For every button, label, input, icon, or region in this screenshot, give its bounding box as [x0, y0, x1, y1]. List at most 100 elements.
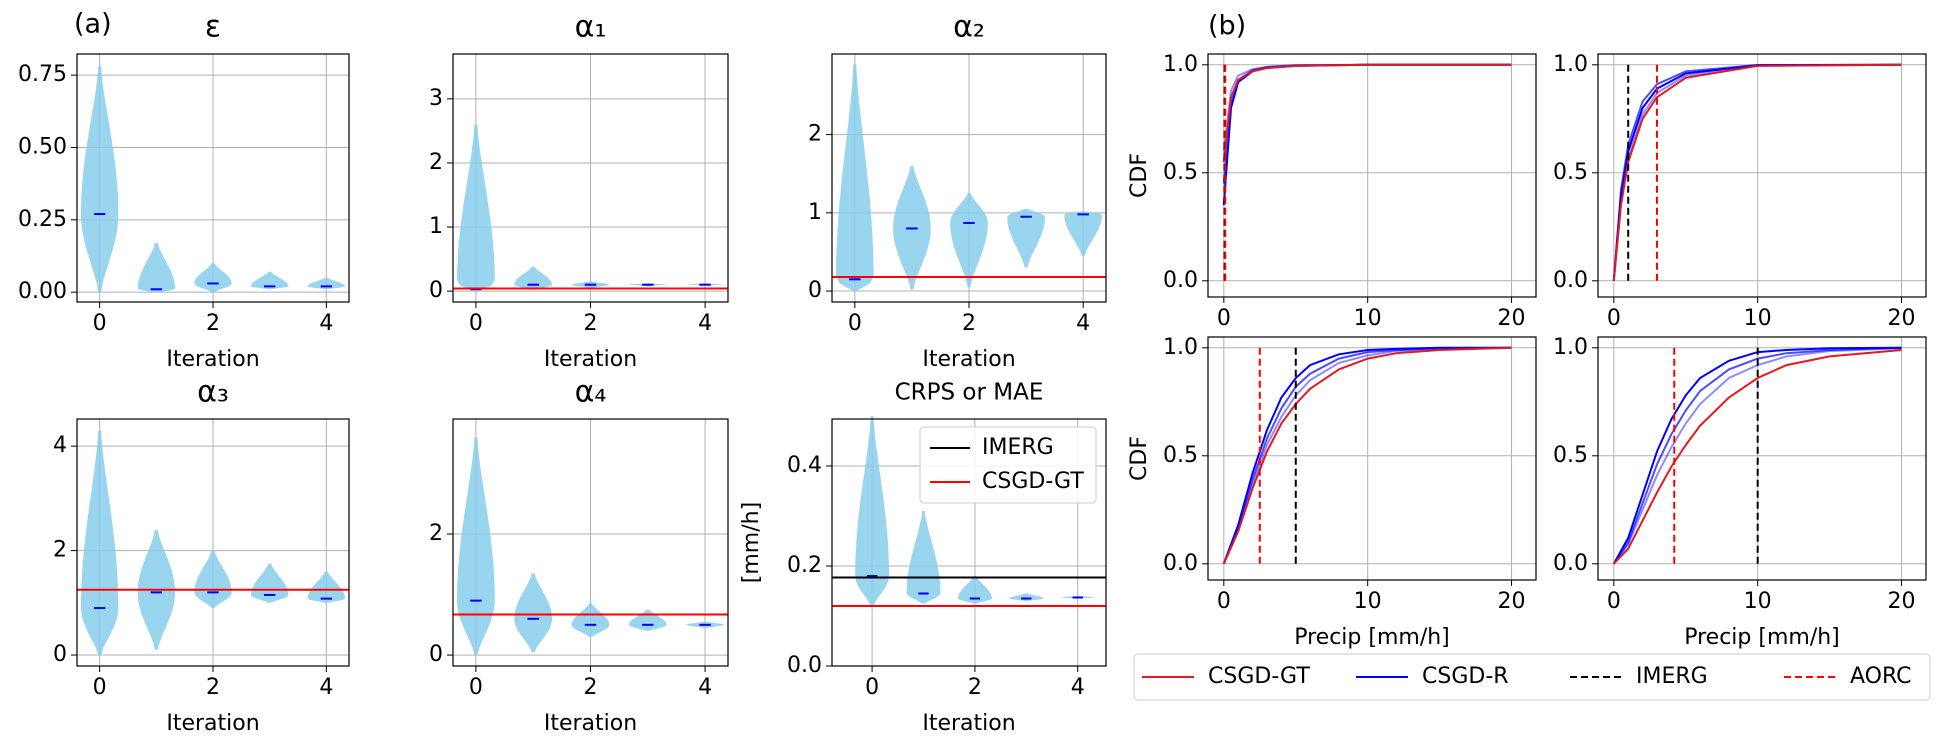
y-tick-label: 0.0 — [787, 653, 822, 678]
y-tick-label: 1.0 — [1163, 52, 1198, 77]
y-tick-label: 0.75 — [18, 62, 67, 87]
violin — [137, 243, 175, 293]
violin — [81, 66, 119, 293]
y-tick-label: 0.2 — [787, 553, 822, 578]
x-axis-label: Iteration — [922, 711, 1015, 736]
x-axis-label: Iteration — [544, 711, 637, 736]
panel-title: α₄ — [575, 375, 607, 410]
cdf-curve-gt — [1613, 349, 1902, 565]
x-tick-label: 20 — [1888, 589, 1916, 614]
cdf-curve-r — [1612, 63, 1902, 281]
axes-frame — [1597, 53, 1927, 298]
cdf-curve-r — [1222, 346, 1512, 565]
y-tick-label: 0.5 — [1553, 160, 1588, 185]
x-tick-label: 2 — [206, 675, 220, 700]
y-tick-label: 0.5 — [1553, 443, 1588, 468]
panel-label: (b) — [1208, 11, 1246, 42]
x-tick-label: 10 — [1744, 589, 1772, 614]
y-tick-label: 1.0 — [1553, 335, 1588, 360]
axes-frame — [452, 53, 729, 303]
y-tick-label: 0.0 — [1163, 268, 1198, 293]
x-tick-label: 0 — [93, 311, 107, 336]
violin — [836, 64, 874, 291]
x-tick-label: 0 — [469, 675, 483, 700]
y-tick-label: 3 — [429, 86, 443, 111]
panel-label: (a) — [74, 9, 112, 40]
y-tick-label: 2 — [429, 150, 443, 175]
y-tick-label: 0.00 — [18, 279, 67, 304]
axes-frame — [831, 418, 1107, 667]
x-tick-label: 4 — [319, 311, 333, 336]
cdf-curve-r — [1612, 346, 1902, 565]
violin — [194, 263, 232, 293]
x-tick-label: 4 — [1071, 675, 1085, 700]
cdf-curve-gt — [1222, 63, 1512, 163]
cdf-curve-r — [1612, 347, 1902, 565]
legend-label: CSGD-GT — [1208, 664, 1310, 689]
violin — [307, 277, 345, 290]
x-axis-label: Iteration — [166, 711, 259, 736]
axes-frame — [1207, 53, 1537, 298]
axes-frame — [76, 418, 350, 667]
x-tick-label: 20 — [1498, 589, 1526, 614]
y-axis-label: [mm/h] — [739, 502, 764, 583]
violin — [81, 430, 119, 655]
plot-area — [1208, 337, 1536, 580]
y-tick-label: 0.5 — [1163, 160, 1198, 185]
y-tick-label: 0 — [808, 278, 822, 303]
x-tick-label: 2 — [968, 675, 982, 700]
x-tick-label: 0 — [1607, 306, 1621, 331]
x-tick-label: 2 — [962, 311, 976, 336]
legend-label: CSGD-R — [1422, 664, 1509, 689]
violin — [194, 550, 232, 608]
axes-frame — [831, 53, 1107, 303]
x-tick-label: 4 — [698, 311, 712, 336]
panel-title: α₂ — [953, 10, 985, 45]
violin — [251, 563, 289, 603]
x-tick-label: 20 — [1888, 306, 1916, 331]
violin — [457, 124, 495, 292]
y-tick-label: 0.0 — [1163, 551, 1198, 576]
violin — [628, 609, 667, 631]
y-tick-label: 0.50 — [18, 134, 67, 159]
y-tick-label: 0.0 — [1553, 551, 1588, 576]
violin — [571, 603, 610, 637]
x-axis-label: Iteration — [544, 347, 637, 372]
x-axis-label: Iteration — [922, 347, 1015, 372]
violin — [1064, 211, 1102, 256]
panel-title: ε — [205, 10, 221, 45]
violin — [514, 266, 553, 290]
y-tick-label: 0 — [429, 278, 443, 303]
y-tick-label: 2 — [429, 521, 443, 546]
plot-area — [1208, 54, 1536, 297]
legend-label: AORC — [1850, 664, 1912, 689]
violin — [251, 271, 289, 290]
y-tick-label: 2 — [808, 122, 822, 147]
axes-frame — [452, 418, 729, 667]
x-tick-label: 4 — [319, 675, 333, 700]
cdf-curve-gt — [1222, 346, 1512, 565]
x-axis-label: Iteration — [166, 347, 259, 372]
violin — [950, 193, 988, 288]
y-tick-label: 0.25 — [18, 207, 67, 232]
y-axis-label: CDF — [1127, 153, 1152, 198]
y-tick-label: 1 — [808, 200, 822, 225]
violin — [906, 511, 941, 604]
panel-title: α₃ — [197, 375, 229, 410]
x-tick-label: 2 — [206, 311, 220, 336]
x-tick-label: 0 — [93, 675, 107, 700]
plot-area — [1598, 337, 1926, 580]
x-tick-label: 2 — [584, 311, 598, 336]
x-tick-label: 10 — [1354, 306, 1382, 331]
y-tick-label: 1.0 — [1163, 335, 1198, 360]
x-tick-label: 10 — [1744, 306, 1772, 331]
plot-area — [1598, 54, 1926, 297]
violin — [1007, 208, 1045, 268]
y-tick-label: 0.0 — [1553, 268, 1588, 293]
violin — [514, 573, 553, 653]
x-tick-label: 10 — [1354, 589, 1382, 614]
x-axis-label: Precip [mm/h] — [1294, 625, 1450, 650]
legend-label: IMERG — [1636, 664, 1708, 689]
y-tick-label: 0 — [53, 642, 67, 667]
